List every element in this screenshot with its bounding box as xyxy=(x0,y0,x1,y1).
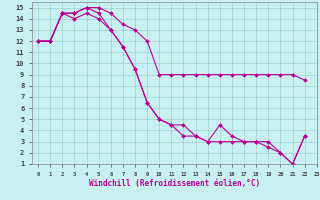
X-axis label: Windchill (Refroidissement éolien,°C): Windchill (Refroidissement éolien,°C) xyxy=(89,179,260,188)
